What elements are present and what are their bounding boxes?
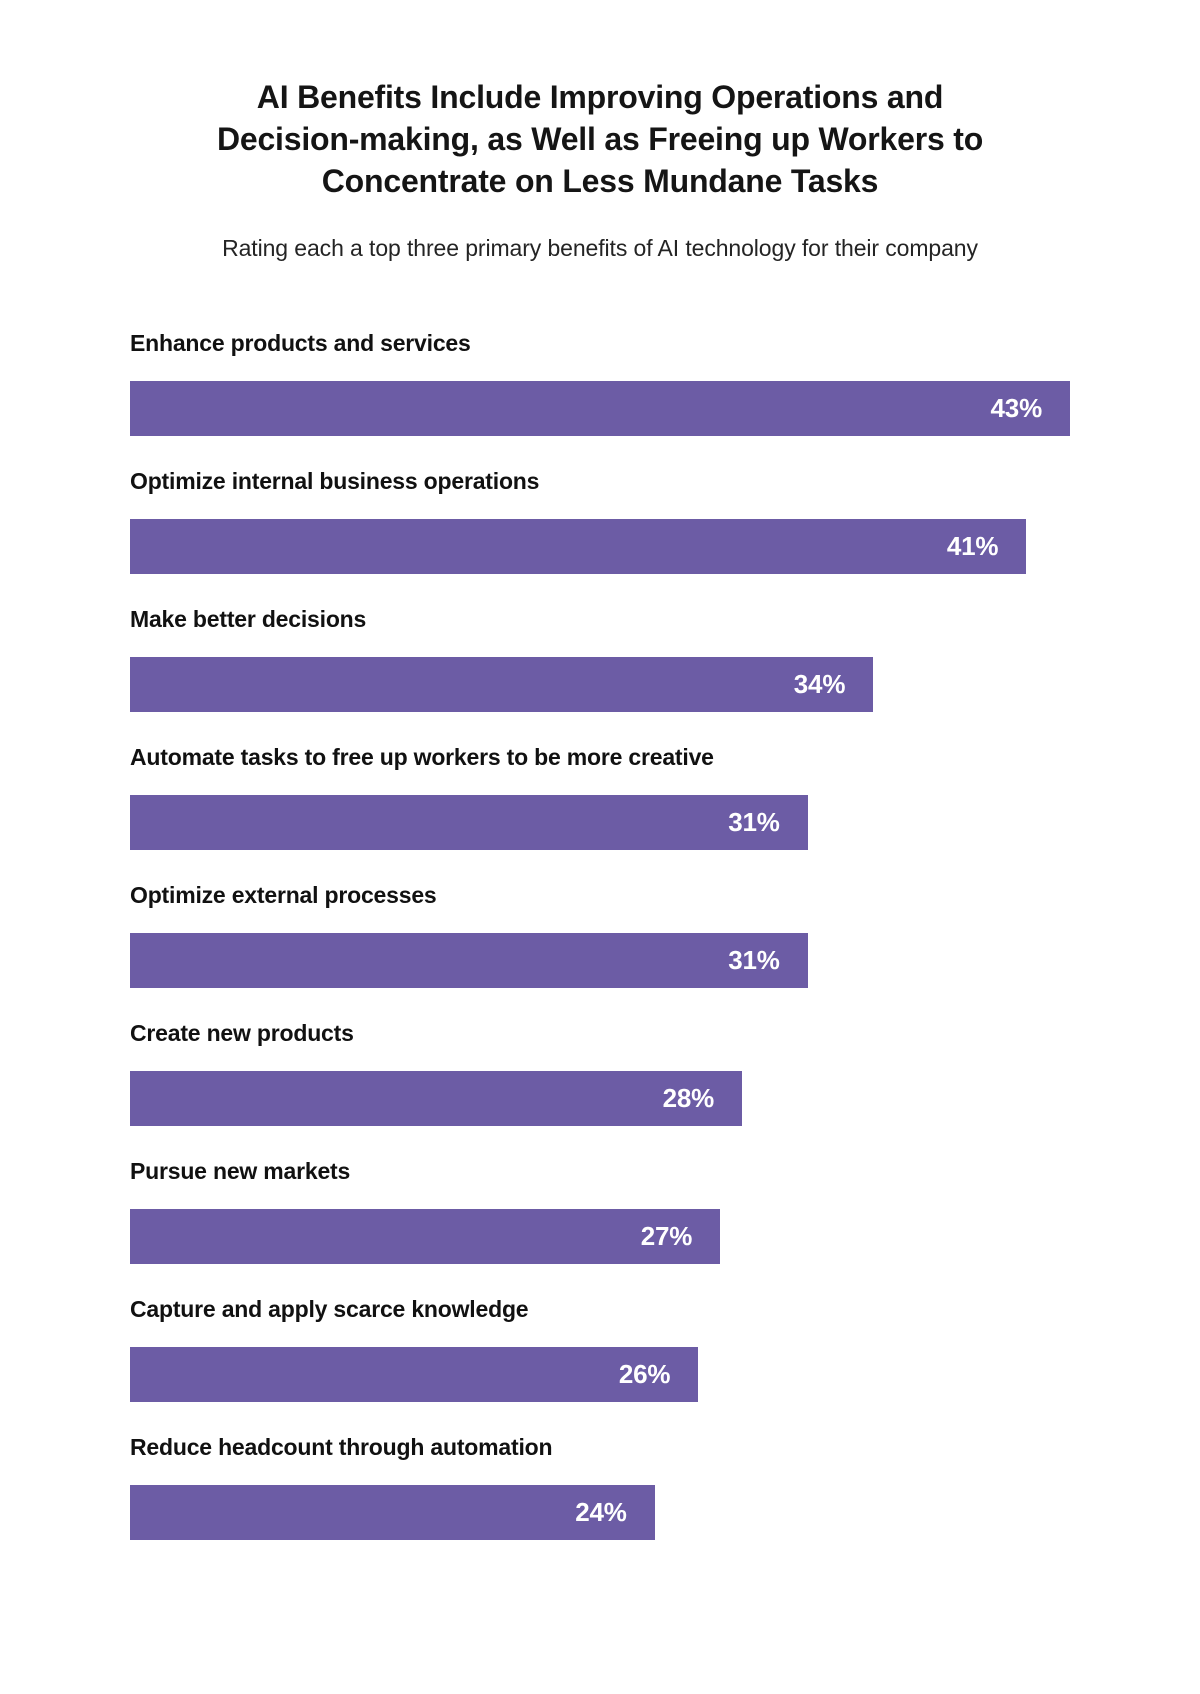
value-label: 34% (793, 669, 846, 699)
chart-row: Pursue new markets 27% (130, 1157, 1070, 1264)
bar-area: 34% (130, 657, 1070, 712)
bar-area: 31% (130, 933, 1070, 988)
value-label: 27% (640, 1221, 693, 1251)
value-label: 24% (575, 1497, 627, 1527)
bar: 31% (130, 795, 808, 850)
bar: 28% (130, 1071, 743, 1126)
bar-area: 43% (130, 381, 1070, 436)
bar-area: 27% (130, 1209, 1070, 1264)
category-label: Capture and apply scarce knowledge (130, 1296, 529, 1322)
value-label: 41% (946, 531, 999, 561)
value-label: 26% (618, 1359, 671, 1389)
bar-area: 31% (130, 795, 1070, 850)
bar: 26% (130, 1347, 699, 1402)
chart-subtitle: Rating each a top three primary benefits… (222, 235, 978, 261)
bar: 43% (130, 381, 1070, 436)
bar-area: 28% (130, 1071, 1070, 1126)
chart-row: Make better decisions 34% (130, 605, 1070, 712)
bar: 41% (130, 519, 1027, 574)
bar: 27% (130, 1209, 721, 1264)
bar: 34% (130, 657, 874, 712)
chart-title-line-3: Concentrate on Less Mundane Tasks (321, 163, 879, 199)
chart-title-line-1: AI Benefits Include Improving Operations… (256, 79, 944, 115)
bar: 31% (130, 933, 808, 988)
bar-chart: Enhance products and services 43% Optimi… (130, 329, 1070, 1540)
value-label: 28% (662, 1083, 715, 1113)
chart-row: Optimize external processes 31% (130, 881, 1070, 988)
chart-row: Automate tasks to free up workers to be … (130, 743, 1070, 850)
value-label: 31% (728, 945, 780, 975)
bar-area: 26% (130, 1347, 1070, 1402)
category-label: Optimize internal business operations (130, 468, 540, 494)
value-label: 31% (728, 807, 780, 837)
chart-row: Create new products 28% (130, 1019, 1070, 1126)
chart-title-line-2: Decision-making, as Well as Freeing up W… (216, 121, 984, 157)
chart-row: Reduce headcount through automation 24% (130, 1433, 1070, 1540)
category-label: Automate tasks to free up workers to be … (130, 744, 714, 770)
chart-row: Optimize internal business operations 41… (130, 467, 1070, 574)
category-label: Pursue new markets (130, 1158, 351, 1184)
chart-title: AI Benefits Include Improving Operations… (130, 76, 1070, 202)
value-label: 43% (990, 393, 1043, 423)
chart-row: Capture and apply scarce knowledge 26% (130, 1295, 1070, 1402)
bar: 24% (130, 1485, 655, 1540)
category-label: Make better decisions (130, 606, 367, 632)
category-label: Optimize external processes (130, 882, 437, 908)
chart-row: Enhance products and services 43% (130, 329, 1070, 436)
category-label: Enhance products and services (130, 330, 471, 356)
bar-area: 41% (130, 519, 1070, 574)
category-label: Create new products (130, 1020, 354, 1046)
category-label: Reduce headcount through automation (130, 1434, 553, 1460)
bar-area: 24% (130, 1485, 1070, 1540)
